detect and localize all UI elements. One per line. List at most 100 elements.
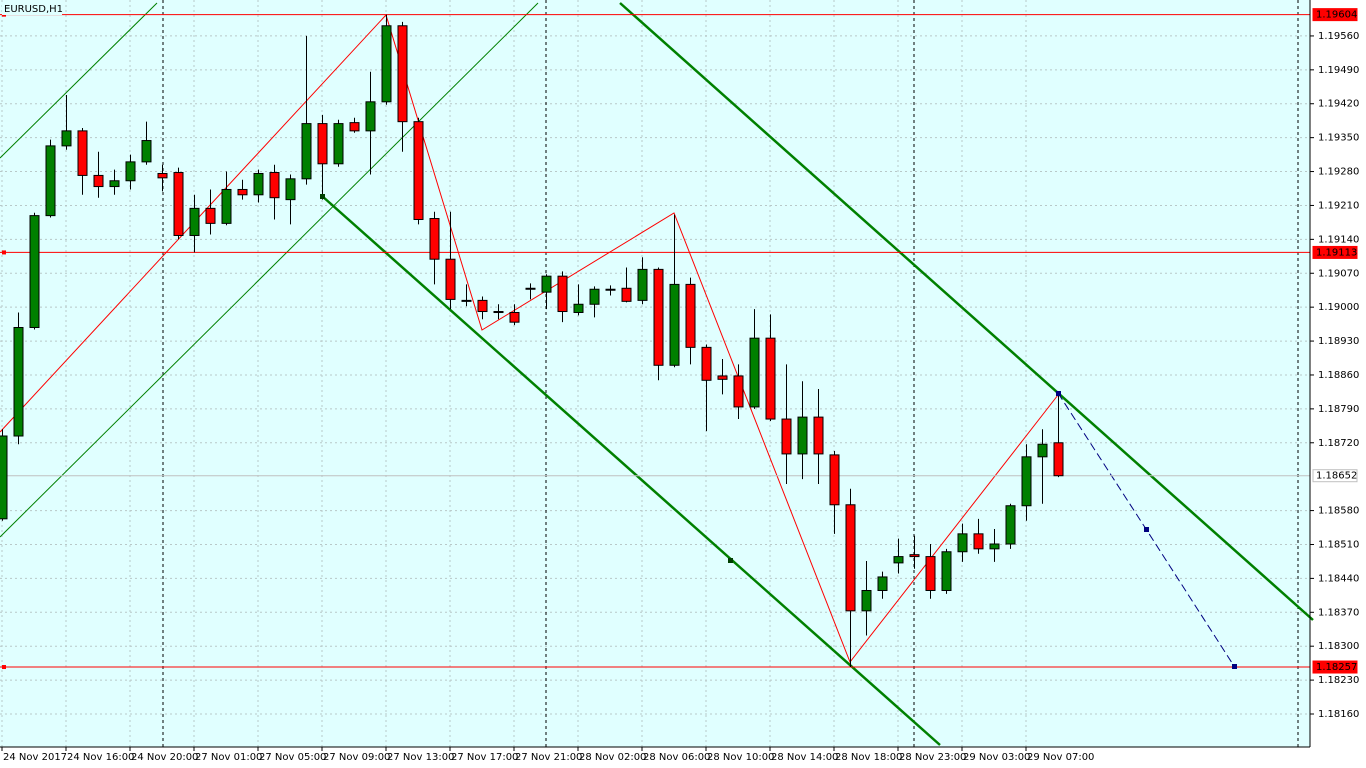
candle-body — [493, 311, 504, 314]
candle-body — [189, 207, 200, 236]
candle-body — [925, 556, 936, 591]
candle-body — [861, 589, 872, 612]
x-tick-label: 28 Nov 18:00 — [835, 752, 902, 763]
candle-body — [1005, 505, 1016, 545]
y-tick-label: 1.19420 — [1318, 99, 1359, 110]
y-tick-label: 1.18440 — [1318, 573, 1359, 584]
candle-body — [941, 551, 952, 591]
y-tick-label: 1.19070 — [1318, 268, 1359, 279]
candle-body — [285, 178, 296, 201]
x-tick-label: 29 Nov 07:00 — [1027, 752, 1094, 763]
candle-body — [397, 25, 408, 123]
y-tick-label: 1.18230 — [1318, 675, 1359, 686]
candle-body — [1053, 442, 1064, 477]
price-level-marker — [2, 250, 6, 255]
price-level-label-box — [1312, 245, 1358, 259]
candle-body — [749, 337, 760, 408]
zigzag — [0, 14, 1059, 663]
candle-body — [301, 123, 312, 180]
y-tick-label: 1.18580 — [1318, 506, 1359, 517]
candle-body — [989, 543, 1000, 550]
y-tick-label: 1.19350 — [1318, 133, 1359, 144]
candle-body — [269, 172, 280, 199]
anchor-point — [728, 558, 733, 563]
candle-body — [877, 576, 888, 591]
anchors — [320, 194, 1237, 669]
candle-body — [77, 130, 88, 176]
candle-body — [253, 172, 264, 196]
candle-body — [845, 504, 856, 612]
anchor-point — [1232, 664, 1237, 669]
candle-body — [573, 303, 584, 313]
candle-body — [317, 123, 328, 165]
price-level-label: 1.19604 — [1316, 10, 1357, 21]
candle-body — [349, 122, 360, 132]
candle-body — [205, 207, 216, 224]
candle-body — [973, 533, 984, 550]
candle-body — [781, 418, 792, 455]
candle-body — [621, 287, 632, 302]
candle-body — [109, 180, 120, 188]
candle-body — [0, 435, 8, 520]
candle-body — [429, 218, 440, 260]
candle-body — [221, 188, 232, 224]
x-tick-label: 24 Nov 16:00 — [67, 752, 134, 763]
candle-body — [669, 283, 680, 366]
candle-body — [173, 172, 184, 236]
candle-body — [93, 174, 104, 188]
candle-body — [45, 145, 56, 217]
x-tick-label: 28 Nov 10:00 — [707, 752, 774, 763]
y-tick-label: 1.19560 — [1318, 31, 1359, 42]
price-level-label-box — [1312, 660, 1358, 674]
candle-body — [141, 140, 152, 163]
candle-body — [637, 268, 648, 301]
separators — [162, 0, 1299, 747]
candle-body — [445, 258, 456, 300]
candles — [0, 14, 1064, 668]
candle-body — [653, 268, 664, 366]
y-tick-label: 1.19000 — [1318, 302, 1359, 313]
y-tick-label: 1.18300 — [1318, 641, 1359, 652]
symbol-box — [2, 2, 62, 15]
candle-body — [733, 375, 744, 408]
x-tick-label: 27 Nov 21:00 — [515, 752, 582, 763]
candle-body — [605, 288, 616, 291]
candle-body — [125, 161, 136, 182]
y-tick-label: 1.18790 — [1318, 404, 1359, 415]
candle-body — [893, 556, 904, 564]
x-tick-label: 27 Nov 01:00 — [195, 752, 262, 763]
candle-body — [829, 454, 840, 506]
x-tick-label: 27 Nov 13:00 — [387, 752, 454, 763]
y-tick-label: 1.18860 — [1318, 370, 1359, 381]
y-tick-label: 1.19140 — [1318, 234, 1359, 245]
plot-area — [0, 0, 1310, 747]
y-tick-label: 1.18510 — [1318, 539, 1359, 550]
price-level-label: 1.18257 — [1316, 662, 1357, 673]
candle-body — [157, 172, 168, 179]
candle-body — [365, 101, 376, 132]
x-tick-label: 29 Nov 03:00 — [963, 752, 1030, 763]
channel-line — [321, 195, 941, 746]
x-tick-label: 28 Nov 06:00 — [643, 752, 710, 763]
x-tick-label: 27 Nov 09:00 — [323, 752, 390, 763]
price-level-label-box — [1312, 8, 1358, 22]
chart-title: EURUSD,H1 — [4, 4, 63, 15]
candle-body — [333, 123, 344, 165]
y-tick-label: 1.19490 — [1318, 65, 1359, 76]
channel-line — [619, 2, 1314, 621]
x-tick-label: 28 Nov 23:00 — [899, 752, 966, 763]
y-tick-label: 1.18160 — [1318, 709, 1359, 720]
channel-line — [0, 2, 158, 159]
axes: 1.19560 1.19490 1.19420 1.19350 1.19280 1.192… — [1, 8, 1359, 763]
candle-body — [957, 533, 968, 553]
y-tick-label: 1.18720 — [1318, 438, 1359, 449]
y-tick-label: 1.19280 — [1318, 167, 1359, 178]
x-tick-label: 27 Nov 17:00 — [451, 752, 518, 763]
price-level-marker — [2, 665, 6, 670]
x-tick-label: 27 Nov 05:00 — [259, 752, 326, 763]
candle-body — [13, 327, 24, 437]
bid-line-label: 1.18652 — [1316, 471, 1357, 482]
y-tick-label: 1.18930 — [1318, 336, 1359, 347]
candle-body — [909, 554, 920, 558]
